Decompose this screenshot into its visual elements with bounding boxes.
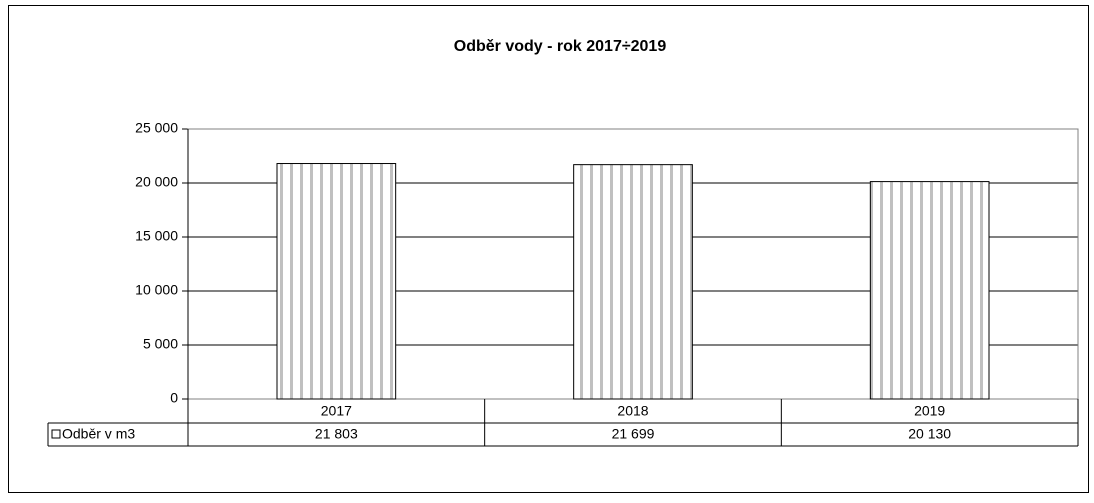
y-tick-label: 5 000	[143, 336, 178, 352]
x-tick-label: 2019	[914, 403, 945, 419]
value-label: 21 803	[315, 426, 358, 442]
y-tick-label: 25 000	[135, 120, 178, 136]
legend-label: Odběr v m3	[62, 426, 135, 442]
y-tick-label: 0	[170, 390, 178, 406]
x-tick-label: 2017	[321, 403, 352, 419]
value-label: 20 130	[908, 426, 951, 442]
bar	[276, 163, 397, 400]
legend-key	[51, 429, 61, 439]
chart-title: Odběr vody - rok 2017÷2019	[454, 38, 667, 55]
bar	[573, 164, 693, 400]
y-tick-label: 10 000	[135, 282, 178, 298]
y-tick-label: 15 000	[135, 228, 178, 244]
bar	[869, 181, 990, 400]
value-label: 21 699	[612, 426, 655, 442]
x-tick-label: 2018	[617, 403, 648, 419]
y-tick-label: 20 000	[135, 174, 178, 190]
